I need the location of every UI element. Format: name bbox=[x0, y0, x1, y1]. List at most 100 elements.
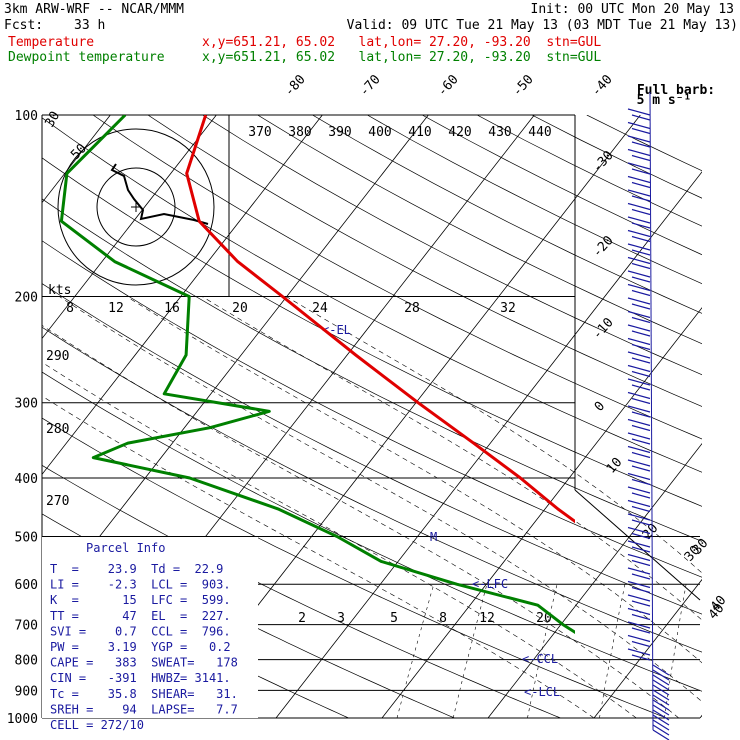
dewpoint-station-info: x,y=651.21, 65.02 lat,lon= 27.20, -93.20… bbox=[202, 50, 602, 65]
wind-barb bbox=[627, 229, 651, 243]
wind-barb bbox=[627, 540, 651, 553]
dry-adiabat bbox=[367, 115, 702, 285]
hodograph-trace bbox=[110, 163, 209, 225]
parcel-info-row: T = 23.9 Td = 22.9 bbox=[50, 562, 223, 576]
parcel-title: Parcel Info bbox=[86, 541, 165, 555]
wind-barb bbox=[627, 607, 651, 621]
parcel-level-label: <-LCL bbox=[524, 685, 560, 699]
moist-adiabat bbox=[286, 296, 702, 574]
mixing-ratio-label: 12 bbox=[479, 611, 495, 626]
isotherm-label: -70 bbox=[357, 72, 384, 99]
wind-barb bbox=[627, 108, 651, 121]
isotherm-label: -50 bbox=[510, 72, 537, 99]
theta-label: 370 bbox=[248, 125, 271, 140]
wind-barb bbox=[627, 648, 651, 661]
hodograph-ring-outer bbox=[57, 128, 215, 286]
dry-adiabat bbox=[202, 115, 702, 376]
wind-barb bbox=[627, 486, 651, 499]
isotherm-line bbox=[593, 578, 702, 719]
dry-adiabat bbox=[42, 326, 702, 653]
parcel-box-bg bbox=[42, 537, 258, 718]
wind-barb bbox=[627, 418, 651, 432]
wind-barb bbox=[627, 432, 651, 445]
wind-barb bbox=[652, 704, 670, 716]
isotherm-line bbox=[42, 115, 217, 340]
temperature-legend: Temperature bbox=[8, 35, 95, 50]
wind-barb bbox=[627, 337, 651, 351]
theta-label: 380 bbox=[288, 125, 311, 140]
parcel-info-row: K = 15 LFC = 599. bbox=[50, 593, 231, 607]
dry-adiabat-label: 270 bbox=[46, 494, 69, 509]
wind-barb bbox=[627, 580, 651, 594]
parcel-level-label: M bbox=[430, 530, 437, 544]
sounding-profiles bbox=[59, 115, 575, 635]
wind-barb bbox=[627, 472, 651, 486]
parcel-info-row: LI = -2.3 LCL = 903. bbox=[50, 578, 231, 592]
hodograph-speed-label: 32 bbox=[500, 301, 516, 316]
mixing-ratio-line bbox=[452, 584, 488, 719]
mixing-ratio-line bbox=[396, 584, 435, 719]
valid-time: Valid: 09 UTC Tue 21 May 13 (03 MDT Tue … bbox=[346, 18, 738, 33]
wind-barb bbox=[627, 621, 651, 634]
mixing-ratio-label: 5 bbox=[390, 611, 398, 626]
pressure-tick-label: 300 bbox=[15, 397, 38, 412]
dry-adiabat bbox=[147, 115, 702, 407]
isotherm-line bbox=[0, 115, 4, 718]
wind-barb bbox=[652, 714, 670, 726]
pressure-tick-label: 800 bbox=[15, 654, 38, 669]
init-time: Init: 00 UTC Mon 20 May 13 bbox=[530, 2, 735, 17]
isotherm-label: -80 bbox=[282, 72, 309, 99]
isotherm-line bbox=[42, 115, 323, 476]
isotherm-line bbox=[381, 307, 702, 719]
wind-barb bbox=[627, 135, 651, 148]
wind-barb bbox=[652, 729, 670, 740]
wind-barb bbox=[627, 256, 651, 270]
wind-barb bbox=[652, 664, 670, 676]
theta-label: 410 bbox=[408, 125, 431, 140]
hodograph-ring-inner bbox=[96, 167, 176, 247]
wind-barb bbox=[627, 445, 651, 459]
parcel-info-box: Parcel Info T = 23.9 Td = 22.9 LI = -2.3 L… bbox=[42, 537, 258, 732]
dry-adiabat bbox=[42, 240, 702, 578]
dry-adiabat bbox=[92, 115, 702, 440]
wind-barb bbox=[627, 526, 651, 540]
theta-label: 400 bbox=[368, 125, 391, 140]
wind-barb bbox=[627, 310, 651, 324]
wind-barb bbox=[627, 283, 651, 297]
isotherm-label: 10 bbox=[604, 455, 626, 477]
pressure-tick-label: 900 bbox=[15, 684, 38, 699]
wind-barb bbox=[627, 567, 651, 580]
barb-legend-line1: Full barb: bbox=[637, 83, 715, 98]
wind-barb bbox=[652, 679, 670, 691]
wind-barb bbox=[627, 378, 651, 391]
wind-barb bbox=[652, 699, 670, 711]
pressure-tick-label: 1000 bbox=[7, 712, 38, 727]
isotherm-line bbox=[699, 714, 702, 719]
wind-barb bbox=[627, 391, 651, 405]
wind-barb bbox=[627, 594, 651, 607]
mixing-ratio-line bbox=[664, 584, 687, 719]
forecast-hour: 33 h bbox=[74, 18, 106, 33]
wind-barb bbox=[652, 719, 670, 731]
hodograph-speed-label: 16 bbox=[164, 301, 180, 316]
wind-barb bbox=[627, 162, 651, 175]
theta-label: 440 bbox=[528, 125, 551, 140]
theta-label: 390 bbox=[328, 125, 351, 140]
wind-barb bbox=[627, 270, 651, 283]
isotherm-label: 0 bbox=[592, 399, 608, 415]
dewpoint-profile bbox=[59, 115, 575, 635]
mixing-ratio-label: 2 bbox=[298, 611, 306, 626]
dry-adiabat-label: 280 bbox=[46, 422, 69, 437]
hodograph-speed-label: 20 bbox=[232, 301, 248, 316]
pressure-tick-label: 200 bbox=[15, 291, 38, 306]
wind-barb bbox=[627, 324, 651, 337]
wind-barb bbox=[652, 694, 670, 706]
dry-adiabat bbox=[476, 115, 702, 227]
temperature-profile bbox=[185, 115, 575, 524]
parcel-info-row: PW = 3.19 YGP = 0.2 bbox=[50, 640, 231, 654]
dry-adiabat bbox=[422, 115, 702, 256]
wind-barb bbox=[627, 459, 651, 472]
hodograph-speed-label: 12 bbox=[108, 301, 124, 316]
parcel-info-row: SVI = 0.7 CCL = 796. bbox=[50, 624, 231, 638]
